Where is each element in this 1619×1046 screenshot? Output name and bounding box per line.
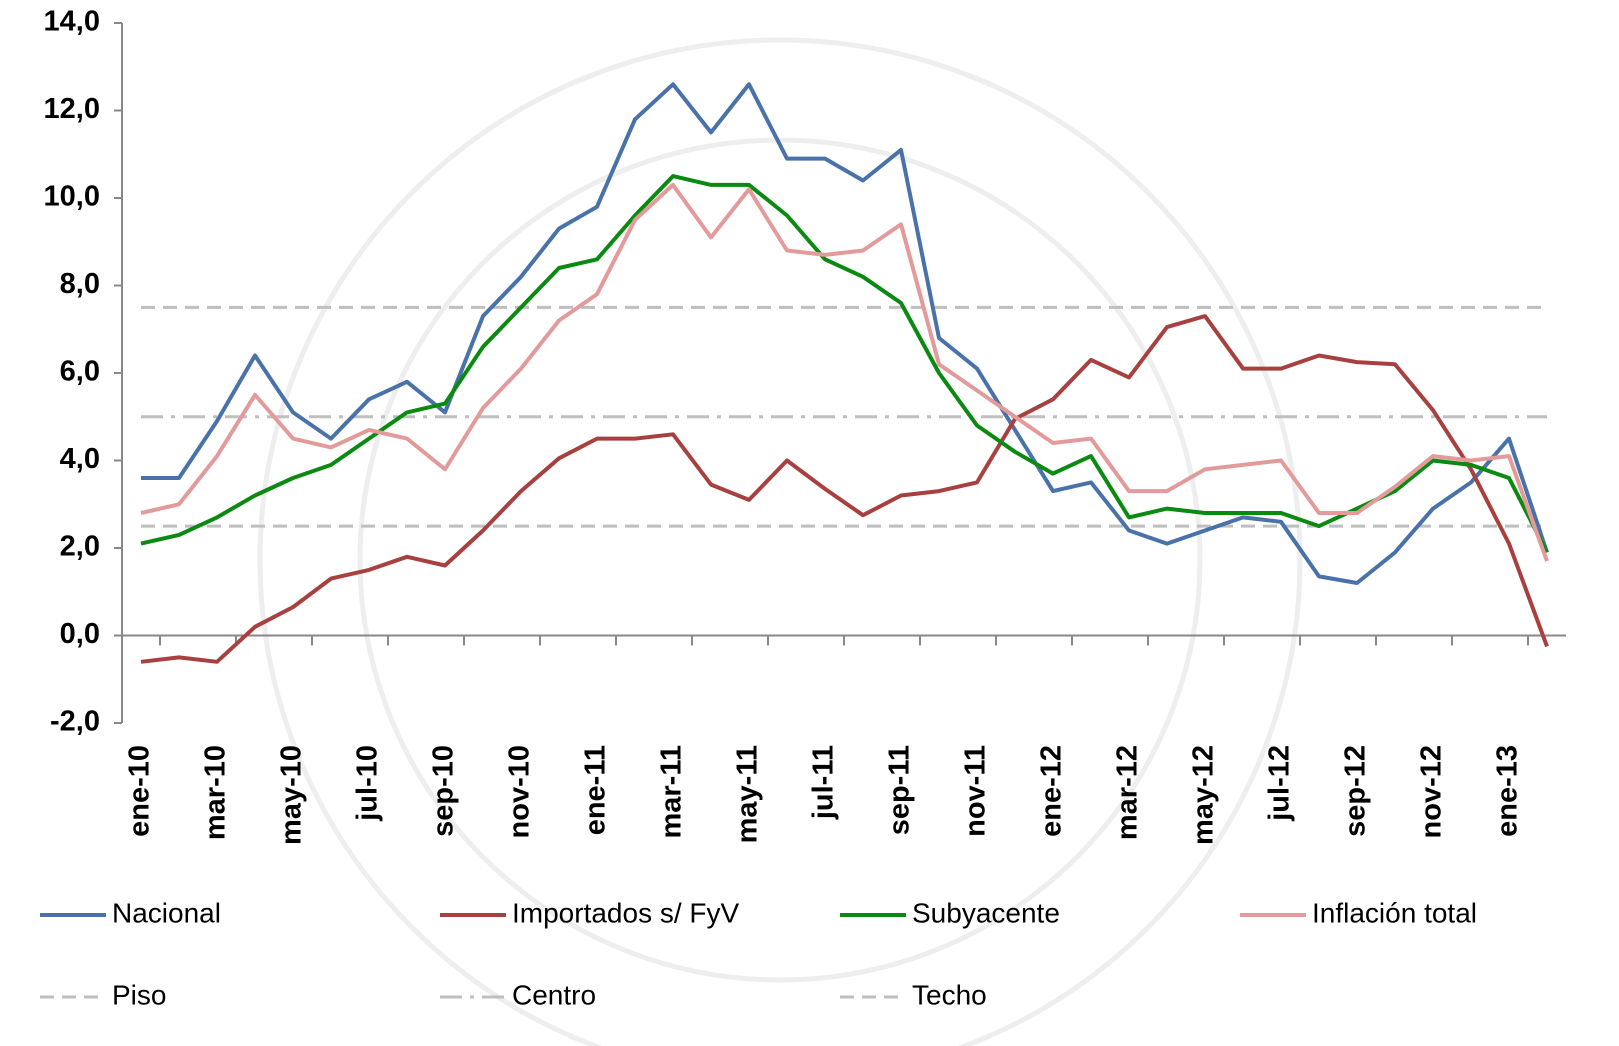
x-tick-label: ene-12 bbox=[1036, 745, 1068, 837]
y-tick-label: 12,0 bbox=[44, 93, 100, 125]
y-tick-label: 0,0 bbox=[60, 618, 100, 650]
line-series bbox=[141, 84, 1547, 583]
x-tick-label: mar-10 bbox=[200, 745, 232, 840]
x-tick-label: may-10 bbox=[276, 745, 308, 845]
watermark bbox=[260, 40, 1300, 1046]
legend-label: Importados s/ FyV bbox=[512, 897, 740, 928]
legend-label: Subyacente bbox=[912, 897, 1060, 928]
chart: -2,0 0,0 2,0 4,0 6,0 8,0 10,0 12,0 14,0 ene-10 mar… bbox=[0, 0, 1619, 1046]
legend-label: Nacional bbox=[112, 897, 221, 928]
x-tick-label: jul-12 bbox=[1264, 745, 1296, 822]
x-tick-label: nov-12 bbox=[1416, 745, 1448, 838]
x-tick-label: may-12 bbox=[1188, 745, 1220, 845]
legend-label: Piso bbox=[112, 979, 166, 1010]
x-tick-label: mar-11 bbox=[656, 745, 688, 839]
legend-label: Inflación total bbox=[1312, 897, 1477, 928]
line-series bbox=[141, 176, 1547, 552]
legend-label: Centro bbox=[512, 979, 596, 1010]
x-tick-label: may-11 bbox=[732, 745, 764, 843]
x-tick-label: ene-13 bbox=[1492, 745, 1524, 837]
x-tick-label: sep-11 bbox=[884, 745, 916, 835]
x-tick-label: nov-11 bbox=[960, 745, 992, 837]
y-tick-label: -2,0 bbox=[50, 706, 100, 738]
x-tick-label: sep-12 bbox=[1340, 745, 1372, 837]
y-tick-label: 14,0 bbox=[44, 6, 100, 38]
x-tick-label: sep-10 bbox=[428, 745, 460, 837]
x-tick-label: jul-10 bbox=[352, 745, 384, 822]
y-tick-label: 6,0 bbox=[60, 356, 100, 388]
y-tick-label: 8,0 bbox=[60, 268, 100, 300]
y-tick-label: 4,0 bbox=[60, 443, 100, 475]
x-tick-label: mar-12 bbox=[1112, 745, 1144, 840]
x-tick-label: ene-10 bbox=[124, 745, 156, 837]
y-tick-label: 2,0 bbox=[60, 531, 100, 563]
y-tick-label: 10,0 bbox=[44, 181, 100, 213]
x-tick-label: ene-11 bbox=[580, 745, 612, 835]
x-tick-label: nov-10 bbox=[504, 745, 536, 838]
x-tick-label: jul-11 bbox=[808, 745, 840, 820]
legend-label: Techo bbox=[912, 979, 987, 1010]
line-series bbox=[141, 185, 1547, 561]
line-series bbox=[141, 316, 1547, 662]
